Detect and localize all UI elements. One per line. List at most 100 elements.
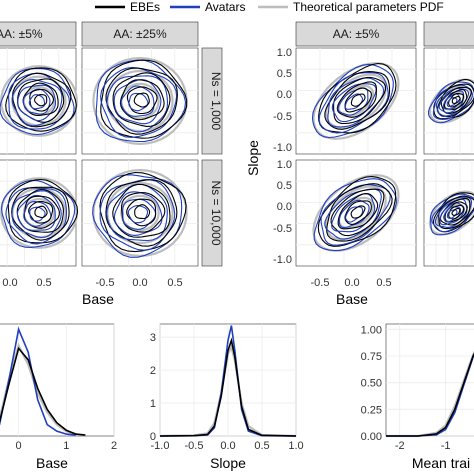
panel-background [385, 323, 474, 437]
ebe-contour [105, 179, 178, 247]
y-tick-label: 0.00 [361, 431, 382, 443]
x-tick-label: 1.0 [288, 440, 303, 452]
density-line-ebes [386, 352, 474, 437]
contour-panel-aa5-ns1000 [0, 47, 78, 155]
ebe-contour [443, 88, 468, 110]
avatar-contour [320, 184, 391, 246]
theoretical-contour [0, 177, 78, 249]
ebe-contour [444, 201, 468, 223]
strip-top-right-col2 [423, 21, 474, 47]
avatar-contour [99, 179, 176, 251]
slope-axis: 1.0 0.5 0.0 -0.5 -1.0 1.0 0.5 0.0 -0.5 -… [245, 47, 292, 266]
x-tick-label: 0.0 [220, 440, 235, 452]
y-tick-label: 0 [150, 431, 156, 443]
avatar-contour [22, 88, 51, 115]
base-tick-label: -0.5 [96, 277, 115, 289]
ebe-contour [5, 67, 77, 132]
density-line-theoretical [159, 344, 297, 438]
ebe-contour [344, 200, 372, 225]
slope-tick-label: 0.5 [277, 180, 292, 192]
panel-background [295, 47, 417, 155]
contour-panel-aa25-ns1000 [81, 47, 199, 155]
ebe-contour [318, 62, 397, 134]
legend-label-avatars: Avatars [205, 0, 245, 14]
strip-label-ns10000: Ns = 10,000 [209, 180, 223, 245]
x-tick-label: -1.0 [151, 440, 170, 452]
base-axis-top-left: 0.0 0.5 -0.5 0.0 0.5 Base [2, 277, 182, 307]
avatar-contour [331, 83, 377, 123]
strip-top-left-col1: AA: ±5% [0, 21, 77, 47]
ebe-contour [448, 204, 465, 220]
slope-tick-label: -1.0 [273, 254, 292, 266]
contour-panel-slope-aa25-ns1000 [423, 47, 474, 155]
base-tick-label: 0.5 [36, 277, 51, 289]
legend-label-theoretical: Theoretical parameters PDF [293, 0, 444, 14]
strip-label-aa5-right: AA: ±5% [333, 27, 380, 41]
strip-top-right-col1: AA: ±5% [295, 21, 417, 47]
avatar-contour [28, 94, 46, 110]
ebe-contour [440, 86, 472, 115]
base-tick-label: 0.0 [132, 277, 147, 289]
slope-tick-label: -0.5 [273, 223, 292, 235]
avatar-contour [442, 93, 461, 110]
theoretical-contour [92, 56, 188, 146]
x-tick-label: -2 [395, 440, 405, 452]
contour-panel-slope-aa25-ns10000 [423, 159, 474, 267]
y-tick-label: 0.75 [361, 351, 382, 363]
strip-side-ns1000: Ns = 1,000 [201, 47, 223, 155]
ebe-contour [333, 76, 387, 125]
y-tick-label: 1 [150, 398, 156, 410]
ebe-contour [337, 193, 379, 230]
legend-label-ebes: EBEs [130, 0, 160, 14]
x-tick-label: 2 [111, 440, 117, 452]
ebe-contour [448, 92, 465, 108]
x-tick-label: 1 [63, 440, 69, 452]
x-tick-label: -0.5 [185, 440, 204, 452]
slope-tick-label: 1.0 [277, 47, 292, 59]
avatar-contour [324, 188, 382, 240]
avatar-contour [17, 84, 57, 122]
x-axis-title: Base [36, 455, 68, 471]
ebe-contour [134, 204, 151, 220]
ebe-contour [11, 72, 72, 128]
x-axis-title: Mean trai [412, 455, 470, 471]
ebe-contour [7, 178, 79, 244]
avatar-contour [313, 178, 397, 252]
avatar-contour [16, 194, 56, 231]
theoretical-contour [92, 168, 188, 258]
ebe-contour [34, 205, 48, 219]
y-tick-label: 0.50 [361, 378, 382, 390]
density-line-ebes [159, 337, 297, 437]
avatar-contour [120, 85, 155, 117]
y-tick-label: 2 [150, 365, 156, 377]
base-tick-label: 0.0 [2, 277, 17, 289]
slope-tick-label: 1.0 [277, 159, 292, 171]
base-axis-title: Base [82, 291, 114, 307]
avatar-contour [122, 198, 157, 230]
ebe-contour [433, 192, 474, 233]
base-tick-label: -0.5 [311, 277, 330, 289]
y-tick-label: 0.25 [361, 404, 382, 416]
base-tick-label: 0.5 [376, 277, 391, 289]
contour-panels [0, 47, 474, 267]
ebe-contour [324, 71, 391, 130]
ebe-contour [317, 176, 397, 247]
avatar-contour [23, 201, 52, 227]
ebe-contour [126, 198, 157, 227]
avatar-contour [128, 92, 149, 112]
legend: EBEs Avatars Theoretical parameters PDF [95, 0, 444, 14]
avatar-contour [8, 72, 70, 130]
ebe-contour [330, 188, 385, 237]
theoretical-contour [312, 174, 400, 252]
density-panel-slope: -1.0 -0.5 0.0 0.5 1.0 0 1 2 3 Slope [150, 323, 304, 471]
density-line-ebes [0, 346, 86, 436]
avatar-contour [29, 206, 46, 222]
avatar-contour [446, 209, 458, 219]
contour-panel-slope-aa5-ns10000 [295, 159, 417, 267]
avatar-contour [127, 205, 149, 224]
base-axis-top-right: -0.5 0.0 0.5 Base [311, 277, 392, 307]
strip-label-ns1000: Ns = 1,000 [209, 72, 223, 131]
avatar-contour [429, 193, 474, 236]
strip-top-left-col2: AA: ±25% [81, 21, 199, 47]
